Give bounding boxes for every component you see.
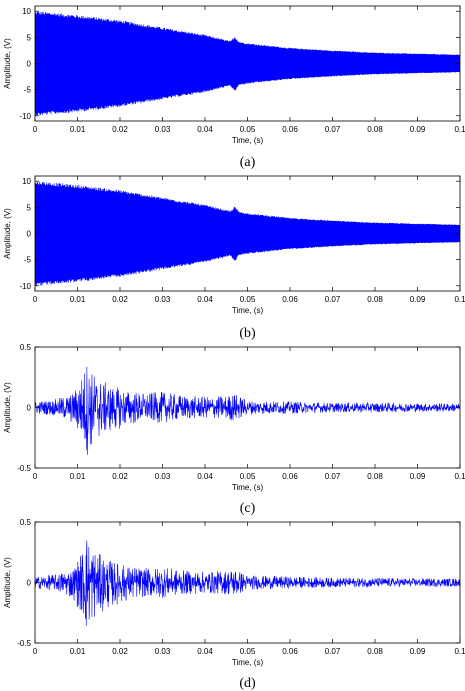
- x-tick-label: 0.05: [240, 295, 256, 304]
- y-tick-label: 0: [27, 60, 32, 69]
- x-tick-label: 0.04: [197, 125, 213, 134]
- x-tick-label: 0.05: [240, 647, 256, 656]
- panel-caption: (a): [240, 155, 256, 170]
- chart-panel-a: 0 0.01 0.02 0.03 0.04 0.05 0.06 0.07 0.08 0.09 0.1…: [3, 5, 465, 170]
- x-tick-label: 0.01: [70, 647, 86, 656]
- chart-panel-d: 0 0.01 0.02 0.03 0.04 0.05 0.06 0.07 0.08 0.09 0.1…: [3, 518, 465, 691]
- x-tick-label: 0.1: [454, 472, 465, 481]
- x-tick-label: 0.07: [325, 295, 341, 304]
- x-tick-label: 0.08: [367, 125, 383, 134]
- chart-panel-b: 0 0.01 0.02 0.03 0.04 0.05 0.06 0.07 0.08 0.09 0.1…: [3, 175, 465, 341]
- x-tick-label: 0.07: [325, 647, 341, 656]
- x-tick-label: 0.1: [454, 647, 465, 656]
- x-tick-label: 0: [33, 647, 38, 656]
- x-tick-label: 0.09: [410, 125, 426, 134]
- panel-caption: (b): [239, 326, 256, 341]
- y-tick-label: 10: [22, 7, 31, 16]
- y-axis-label: Amplitude, (V): [3, 557, 12, 608]
- y-tick-label: -5: [24, 256, 32, 265]
- y-tick-label: -0.5: [17, 639, 31, 648]
- y-tick-label: 0.5: [20, 343, 32, 352]
- y-tick-label: 0: [27, 579, 32, 588]
- x-tick-label: 0.06: [282, 295, 298, 304]
- y-axis-label: Amplitude, (V): [3, 38, 12, 89]
- x-tick-label: 0.06: [282, 125, 298, 134]
- y-tick-label: -0.5: [17, 464, 31, 473]
- y-axis-label: Amplitude, (V): [3, 208, 12, 259]
- panel-caption: (c): [240, 501, 256, 516]
- x-tick-label: 0: [33, 472, 38, 481]
- signal-trace: [35, 181, 460, 286]
- x-tick-label: 0.09: [410, 472, 426, 481]
- x-tick-label: 0.03: [155, 472, 171, 481]
- signal-trace: [35, 540, 460, 626]
- panel-caption: (d): [239, 676, 256, 691]
- x-tick-label: 0.04: [197, 295, 213, 304]
- x-tick-label: 0.01: [70, 472, 86, 481]
- y-tick-label: 5: [27, 33, 32, 42]
- x-tick-label: 0.01: [70, 125, 86, 134]
- x-tick-label: 0.02: [112, 125, 128, 134]
- x-tick-label: 0.06: [282, 472, 298, 481]
- y-tick-label: -10: [19, 112, 31, 121]
- x-axis-label: Time, (s): [232, 306, 264, 315]
- x-tick-label: 0.02: [112, 647, 128, 656]
- signal-trace: [35, 366, 460, 455]
- x-tick-label: 0.1: [454, 295, 465, 304]
- y-tick-label: 10: [22, 177, 31, 186]
- y-axis-label: Amplitude, (V): [3, 382, 12, 433]
- x-tick-label: 0.03: [155, 295, 171, 304]
- x-tick-label: 0.01: [70, 295, 86, 304]
- signal-trace: [35, 11, 460, 116]
- x-tick-label: 0.05: [240, 472, 256, 481]
- x-tick-label: 0.06: [282, 647, 298, 656]
- x-tick-label: 0.04: [197, 647, 213, 656]
- x-axis-label: Time, (s): [232, 483, 264, 492]
- x-tick-label: 0: [33, 125, 38, 134]
- x-tick-label: 0.03: [155, 647, 171, 656]
- y-tick-label: 5: [27, 203, 32, 212]
- x-tick-label: 0.03: [155, 125, 171, 134]
- y-tick-label: 0: [27, 230, 32, 239]
- x-tick-label: 0.02: [112, 295, 128, 304]
- x-axis-label: Time, (s): [232, 136, 264, 145]
- x-tick-label: 0.02: [112, 472, 128, 481]
- y-tick-label: 0.5: [20, 518, 32, 527]
- x-tick-label: 0.1: [454, 125, 465, 134]
- x-tick-label: 0.07: [325, 472, 341, 481]
- y-tick-label: -5: [24, 86, 32, 95]
- x-tick-label: 0.05: [240, 125, 256, 134]
- chart-panel-c: 0 0.01 0.02 0.03 0.04 0.05 0.06 0.07 0.08 0.09 0.1…: [3, 343, 465, 516]
- x-axis-label: Time, (s): [232, 658, 264, 667]
- x-tick-label: 0.09: [410, 295, 426, 304]
- x-tick-label: 0.08: [367, 295, 383, 304]
- y-tick-label: 0: [27, 404, 32, 413]
- y-tick-label: -10: [19, 282, 31, 291]
- x-tick-label: 0.04: [197, 472, 213, 481]
- x-tick-label: 0.08: [367, 647, 383, 656]
- x-tick-label: 0.07: [325, 125, 341, 134]
- x-tick-label: 0: [33, 295, 38, 304]
- x-tick-label: 0.08: [367, 472, 383, 481]
- x-tick-label: 0.09: [410, 647, 426, 656]
